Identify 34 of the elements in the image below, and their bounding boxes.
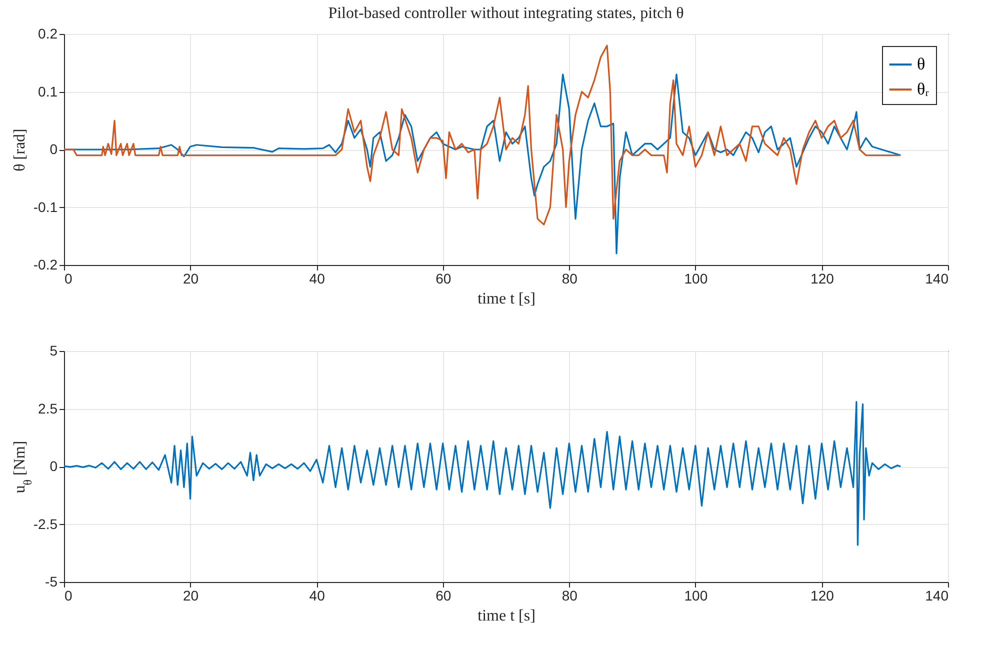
x-axis-title: time t [s] [478, 608, 536, 624]
x-tick-label: 80 [562, 270, 578, 286]
x-axis-title: time t [s] [478, 290, 536, 308]
y-tick-label: -0.1 [33, 198, 58, 215]
y-tick-label: -5 [45, 574, 58, 590]
legend-label: θᵣ [917, 80, 930, 98]
x-tick-label: 60 [436, 270, 452, 286]
x-tick-label: 140 [925, 270, 949, 286]
y-axis-title: θ [rad] [11, 128, 28, 172]
y-tick-label: 0.2 [38, 26, 58, 42]
y-tick-label: 0 [50, 141, 58, 157]
x-tick-label: 120 [810, 270, 834, 286]
y-tick-label: 0.1 [38, 83, 58, 100]
x-tick-label: 80 [562, 588, 578, 604]
x-tick-label: 40 [309, 588, 326, 604]
y-tick-label: 0 [50, 458, 58, 474]
y-tick-label: -2.5 [33, 516, 58, 532]
x-tick-label: 100 [684, 588, 708, 604]
y-tick-label: -0.2 [33, 256, 58, 272]
y-tick-label: 2.5 [38, 400, 58, 416]
x-tick-label: 60 [436, 588, 452, 604]
chart-title: Pilot-based controller without integrating states, pitch θ [328, 5, 684, 22]
x-tick-label: 100 [684, 270, 708, 286]
legend-label: θ [917, 54, 926, 74]
x-tick-label: 20 [182, 270, 199, 286]
x-tick-label: 0 [64, 270, 72, 286]
x-tick-label: 40 [309, 270, 326, 286]
line-series [64, 401, 902, 546]
x-tick-label: 140 [925, 588, 949, 604]
x-tick-label: 120 [810, 588, 834, 604]
x-tick-label: 20 [182, 588, 199, 604]
y-tick-label: 5 [50, 342, 58, 358]
x-tick-label: 0 [64, 588, 72, 604]
line-series [64, 44, 902, 226]
